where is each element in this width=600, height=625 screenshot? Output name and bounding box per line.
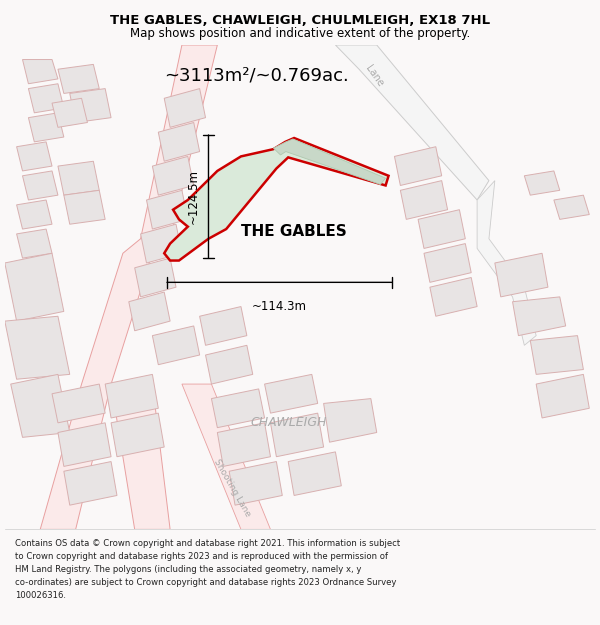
Polygon shape [288,452,341,496]
Text: THE GABLES, CHAWLEIGH, CHULMLEIGH, EX18 7HL: THE GABLES, CHAWLEIGH, CHULMLEIGH, EX18 … [110,14,490,27]
Polygon shape [211,389,265,428]
Polygon shape [64,461,117,505]
Text: co-ordinates) are subject to Crown copyright and database rights 2023 Ordnance S: co-ordinates) are subject to Crown copyr… [15,578,397,587]
Polygon shape [394,147,442,186]
Text: Lane: Lane [363,64,385,89]
Polygon shape [164,138,389,261]
Text: CHAWLEIGH: CHAWLEIGH [250,416,326,429]
Polygon shape [217,422,271,466]
Polygon shape [152,156,194,195]
Polygon shape [536,374,589,418]
Text: Map shows position and indicative extent of the property.: Map shows position and indicative extent… [130,27,470,40]
Polygon shape [140,224,182,263]
Polygon shape [23,59,58,84]
Polygon shape [271,413,323,457]
Polygon shape [105,374,158,418]
Text: ~114.3m: ~114.3m [252,300,307,313]
Polygon shape [200,306,247,345]
Text: Contains OS data © Crown copyright and database right 2021. This information is : Contains OS data © Crown copyright and d… [15,539,400,548]
Polygon shape [129,292,170,331]
Polygon shape [206,345,253,384]
Text: 100026316.: 100026316. [15,591,66,600]
Polygon shape [23,258,58,288]
Polygon shape [274,139,386,184]
Polygon shape [323,399,377,442]
Text: ~124.5m: ~124.5m [187,169,200,224]
Text: to Crown copyright and database rights 2023 and is reproduced with the permissio: to Crown copyright and database rights 2… [15,552,388,561]
Polygon shape [40,45,217,529]
Polygon shape [23,171,58,200]
Polygon shape [146,190,188,229]
Polygon shape [495,253,548,297]
Polygon shape [229,461,282,505]
Polygon shape [58,422,111,466]
Polygon shape [17,142,52,171]
Text: ~3113m²/~0.769ac.: ~3113m²/~0.769ac. [164,67,349,85]
Polygon shape [418,210,466,248]
Polygon shape [400,181,448,219]
Polygon shape [17,200,52,229]
Polygon shape [111,413,164,457]
Polygon shape [182,384,271,529]
Polygon shape [64,190,105,224]
Polygon shape [530,336,583,374]
Polygon shape [134,258,176,297]
Polygon shape [335,45,489,200]
Polygon shape [52,384,105,423]
Polygon shape [5,316,70,379]
Polygon shape [70,89,111,122]
Polygon shape [11,374,70,438]
Text: Shooting Lane: Shooting Lane [212,458,252,519]
Polygon shape [512,297,566,336]
Polygon shape [5,253,64,321]
Text: HM Land Registry. The polygons (including the associated geometry, namely x, y: HM Land Registry. The polygons (includin… [15,565,361,574]
Polygon shape [477,181,536,345]
Polygon shape [17,229,52,258]
Polygon shape [524,171,560,195]
Polygon shape [424,244,471,282]
Text: THE GABLES: THE GABLES [241,224,347,239]
Polygon shape [28,84,64,112]
Polygon shape [28,112,64,142]
Polygon shape [111,384,170,529]
Polygon shape [52,98,88,128]
Polygon shape [158,122,200,161]
Polygon shape [58,161,99,195]
Polygon shape [265,374,318,413]
Polygon shape [152,326,200,364]
Polygon shape [430,278,477,316]
Polygon shape [58,64,99,93]
Polygon shape [554,195,589,219]
Polygon shape [164,89,206,127]
